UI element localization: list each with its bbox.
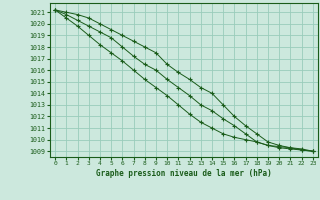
X-axis label: Graphe pression niveau de la mer (hPa): Graphe pression niveau de la mer (hPa) <box>96 169 272 178</box>
